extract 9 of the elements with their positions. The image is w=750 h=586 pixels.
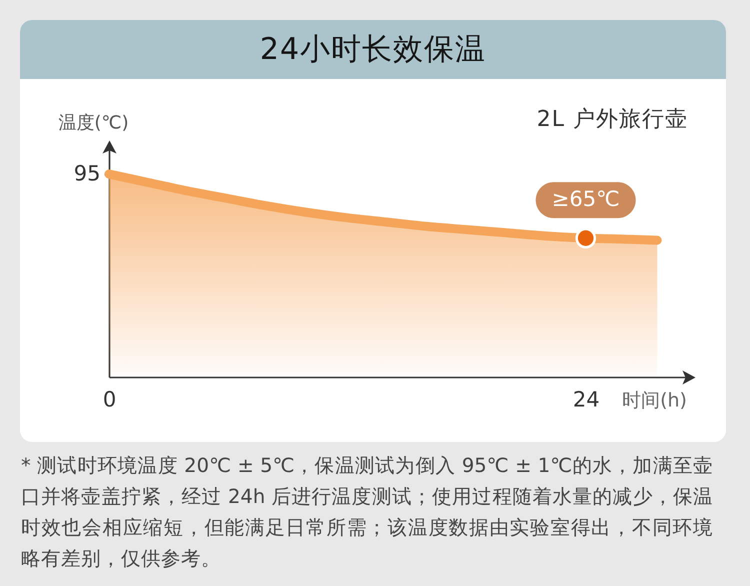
chart-title: 24小时长效保温 — [260, 31, 486, 69]
y-tick-label: 95 — [74, 162, 100, 186]
x-tick-label: 0 — [102, 388, 116, 412]
y-axis-title: 温度(℃) — [58, 112, 129, 134]
data-label: ≥65℃ — [552, 187, 620, 212]
text: * 测试时环境温度 20℃ ± 5℃，保温测试为倒入 95℃ ± 1℃的水，加满至壶口并将壶盖拧紧，经过 24h 后进行温度测试；使用过程随着水量的减少，保温时效也会相应缩短，但能满足日常所需；该温度数据由实验室得出，不同环境略有差别，仅供参考。 — [21, 453, 713, 572]
x-tick-label: 24 — [572, 388, 600, 412]
x-axis-title: 时间(h) — [622, 390, 687, 412]
chart-subtitle: 2L 户外旅行壶 — [536, 106, 688, 134]
